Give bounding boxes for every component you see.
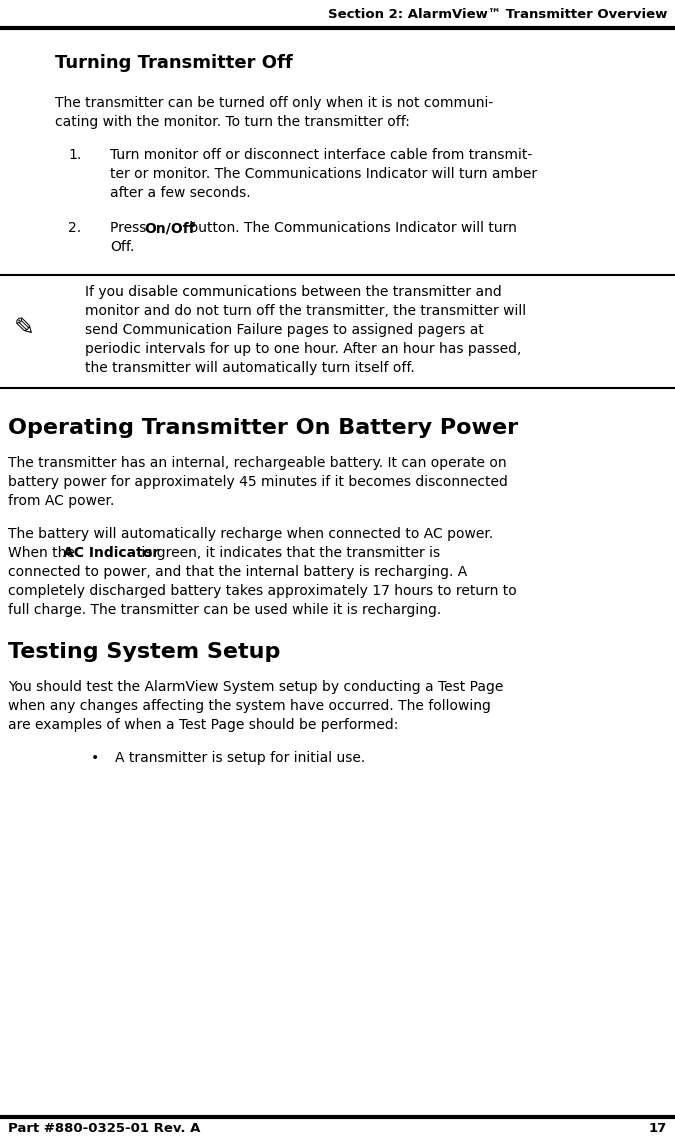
Text: •: • <box>91 751 99 765</box>
Text: button. The Communications Indicator will turn: button. The Communications Indicator wil… <box>185 221 517 235</box>
Text: When the: When the <box>8 546 79 560</box>
Text: The transmitter can be turned off only when it is not communi-: The transmitter can be turned off only w… <box>55 96 493 110</box>
Text: Section 2: AlarmView™ Transmitter Overview: Section 2: AlarmView™ Transmitter Overvi… <box>327 8 667 21</box>
Text: Press: Press <box>110 221 151 235</box>
Text: A transmitter is setup for initial use.: A transmitter is setup for initial use. <box>115 751 365 765</box>
Text: battery power for approximately 45 minutes if it becomes disconnected: battery power for approximately 45 minut… <box>8 475 508 489</box>
Text: periodic intervals for up to one hour. After an hour has passed,: periodic intervals for up to one hour. A… <box>85 342 521 356</box>
Text: when any changes affecting the system have occurred. The following: when any changes affecting the system ha… <box>8 699 491 713</box>
Text: from AC power.: from AC power. <box>8 494 114 508</box>
Text: 1.: 1. <box>68 148 81 162</box>
Text: Part #880-0325-01 Rev. A: Part #880-0325-01 Rev. A <box>8 1122 200 1136</box>
Text: Off.: Off. <box>110 240 134 253</box>
Text: Operating Transmitter On Battery Power: Operating Transmitter On Battery Power <box>8 418 518 438</box>
Text: 2.: 2. <box>68 221 81 235</box>
Text: Turning Transmitter Off: Turning Transmitter Off <box>55 54 293 72</box>
Text: ✎: ✎ <box>14 315 34 340</box>
Text: after a few seconds.: after a few seconds. <box>110 186 250 200</box>
Text: You should test the AlarmView System setup by conducting a Test Page: You should test the AlarmView System set… <box>8 680 504 694</box>
Text: Turn monitor off or disconnect interface cable from transmit-: Turn monitor off or disconnect interface… <box>110 148 533 162</box>
Text: the transmitter will automatically turn itself off.: the transmitter will automatically turn … <box>85 361 414 375</box>
Text: On/Off: On/Off <box>144 221 195 235</box>
Text: connected to power, and that the internal battery is recharging. A: connected to power, and that the interna… <box>8 565 467 579</box>
Text: If you disable communications between the transmitter and: If you disable communications between th… <box>85 284 502 299</box>
Text: send Communication Failure pages to assigned pagers at: send Communication Failure pages to assi… <box>85 323 484 337</box>
Text: completely discharged battery takes approximately 17 hours to return to: completely discharged battery takes appr… <box>8 584 517 598</box>
Text: monitor and do not turn off the transmitter, the transmitter will: monitor and do not turn off the transmit… <box>85 304 526 318</box>
Text: ter or monitor. The Communications Indicator will turn amber: ter or monitor. The Communications Indic… <box>110 167 537 181</box>
Text: The transmitter has an internal, rechargeable battery. It can operate on: The transmitter has an internal, recharg… <box>8 457 507 470</box>
Text: AC Indicator: AC Indicator <box>63 546 159 560</box>
Text: is green, it indicates that the transmitter is: is green, it indicates that the transmit… <box>137 546 440 560</box>
Text: 17: 17 <box>649 1122 667 1136</box>
Text: Testing System Setup: Testing System Setup <box>8 642 280 662</box>
Text: cating with the monitor. To turn the transmitter off:: cating with the monitor. To turn the tra… <box>55 115 410 128</box>
Text: are examples of when a Test Page should be performed:: are examples of when a Test Page should … <box>8 718 398 732</box>
Text: full charge. The transmitter can be used while it is recharging.: full charge. The transmitter can be used… <box>8 603 441 617</box>
Text: The battery will automatically recharge when connected to AC power.: The battery will automatically recharge … <box>8 526 493 541</box>
